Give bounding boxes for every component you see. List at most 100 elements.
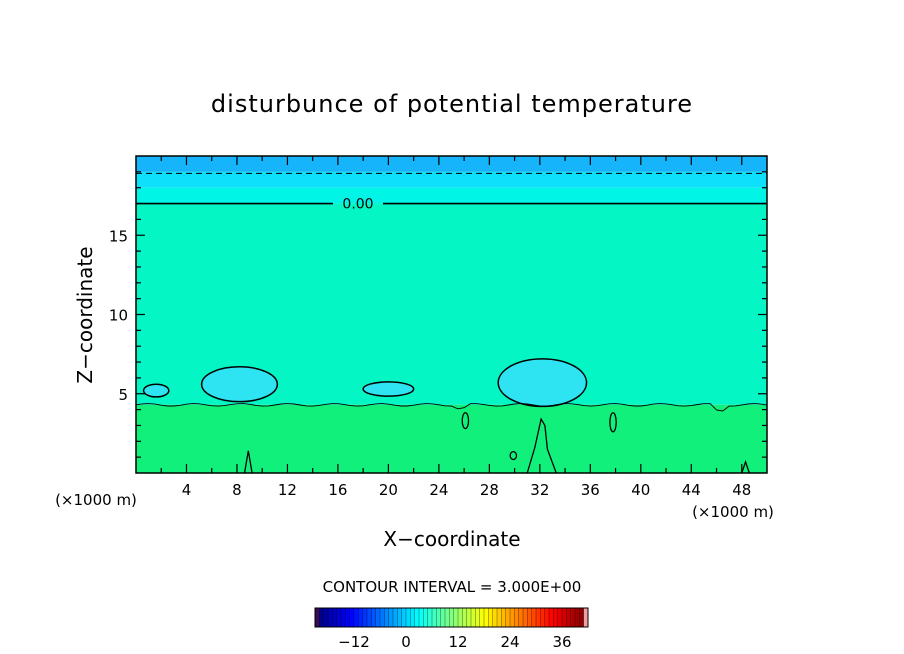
colorbar-cell: [518, 608, 524, 627]
colorbar-cell: [349, 608, 355, 627]
x-tick-label: 16: [328, 481, 347, 499]
colorbar-cell: [458, 608, 463, 627]
colorbar-tick-label: 24: [500, 633, 519, 651]
y-axis-label: Z−coordinate: [73, 246, 97, 383]
colorbar-cell: [570, 608, 576, 627]
colorbar-cell: [510, 608, 515, 627]
colorbar-cell: [354, 608, 359, 627]
field-band: [136, 171, 767, 188]
contour-blob: [509, 450, 518, 461]
colorbar-cell: [432, 608, 437, 627]
colorbar-cell: [562, 608, 567, 627]
colorbar-cell: [315, 608, 320, 627]
colorbar-cell: [497, 608, 502, 627]
contour-plume: [526, 417, 557, 474]
contour-blob: [362, 381, 415, 397]
colorbar-cell: [575, 608, 580, 627]
colorbar-cell: [371, 608, 376, 627]
x-tick-label: 44: [682, 481, 701, 499]
colorbar-cell: [540, 608, 545, 627]
colorbar-cell: [501, 608, 506, 627]
y-tick-label: 5: [118, 386, 128, 404]
field-band: [136, 156, 767, 172]
colorbar-cell: [488, 608, 493, 627]
contour-interval-text: CONTOUR INTERVAL = 3.000E+00: [323, 578, 582, 596]
colorbar-cell: [583, 608, 589, 627]
colorbar-cell: [345, 608, 350, 627]
colorbar-cell: [475, 608, 480, 627]
boundary-contour: [135, 403, 768, 412]
colorbar-cell: [466, 608, 472, 627]
contour-plume: [741, 459, 750, 474]
colorbar-cell: [319, 608, 324, 627]
colorbar-cell: [380, 608, 385, 627]
contour-blob: [497, 358, 588, 408]
zero-contour-label: 0.00: [342, 197, 373, 213]
field-band: [136, 404, 767, 473]
contour-blob: [142, 383, 170, 398]
colorbar-cell: [367, 608, 372, 627]
colorbar-cell: [384, 608, 389, 627]
x-tick-label: 32: [530, 481, 549, 499]
colorbar-cell: [557, 608, 563, 627]
colorbar-cell: [579, 608, 584, 627]
colorbar-cell: [484, 608, 489, 627]
colorbar-cell: [514, 608, 519, 627]
colorbar-cell: [388, 608, 394, 627]
colorbar-cell: [397, 608, 402, 627]
colorbar-tick-label: −12: [338, 633, 370, 651]
colorbar-cell: [427, 608, 433, 627]
colorbar-cell: [410, 608, 415, 627]
colorbar-cell: [423, 608, 428, 627]
chart-title: disturbunce of potential temperature: [211, 90, 693, 118]
colorbar-tick-label: 0: [401, 633, 411, 651]
colorbar-cell: [323, 608, 329, 627]
colorbar-cell: [527, 608, 532, 627]
colorbar-cell: [328, 608, 333, 627]
colorbar-cell: [531, 608, 537, 627]
colorbar-cell: [362, 608, 368, 627]
colorbar-cell: [505, 608, 511, 627]
field-band: [136, 187, 767, 204]
colorbar-cell: [536, 608, 541, 627]
x-tick-label: 48: [732, 481, 751, 499]
colorbar-cell: [341, 608, 346, 627]
colorbar-cell: [440, 608, 446, 627]
y-tick-label: 15: [109, 227, 128, 245]
colorbar-cell: [449, 608, 454, 627]
colorbar-cell: [462, 608, 467, 627]
colorbar-tick-label: 36: [552, 633, 571, 651]
colorbar-cell: [479, 608, 485, 627]
colorbar-cell: [523, 608, 528, 627]
x-tick-label: 20: [379, 481, 398, 499]
x-tick-label: 36: [581, 481, 600, 499]
colorbar-cell: [492, 608, 498, 627]
contour-blob: [609, 412, 617, 433]
contour-blob: [200, 366, 279, 403]
contour-plume: [243, 450, 253, 474]
colorbar-cell: [566, 608, 571, 627]
colorbar-cell: [453, 608, 459, 627]
x-tick-label: 28: [480, 481, 499, 499]
colorbar-cell: [549, 608, 554, 627]
x-tick-label: 24: [429, 481, 448, 499]
colorbar-cell: [445, 608, 450, 627]
x-axis-unit-left: (×1000 m): [55, 491, 137, 509]
x-tick-label: 12: [278, 481, 297, 499]
colorbar-frame: [314, 607, 589, 628]
colorbar-cell: [332, 608, 337, 627]
x-tick-label: 40: [631, 481, 650, 499]
colorbar-tick-label: 12: [448, 633, 467, 651]
colorbar: −12 0 12 24 36: [314, 607, 589, 651]
x-axis-label: X−coordinate: [383, 527, 520, 551]
colorbar-cell: [544, 608, 550, 627]
colorbar-cell: [553, 608, 558, 627]
colorbar-cell: [414, 608, 420, 627]
colorbar-cell: [375, 608, 381, 627]
colorbar-cell: [406, 608, 411, 627]
colorbar-cell: [358, 608, 363, 627]
x-axis-unit-right: (×1000 m): [692, 503, 774, 521]
colorbar-cell: [419, 608, 424, 627]
